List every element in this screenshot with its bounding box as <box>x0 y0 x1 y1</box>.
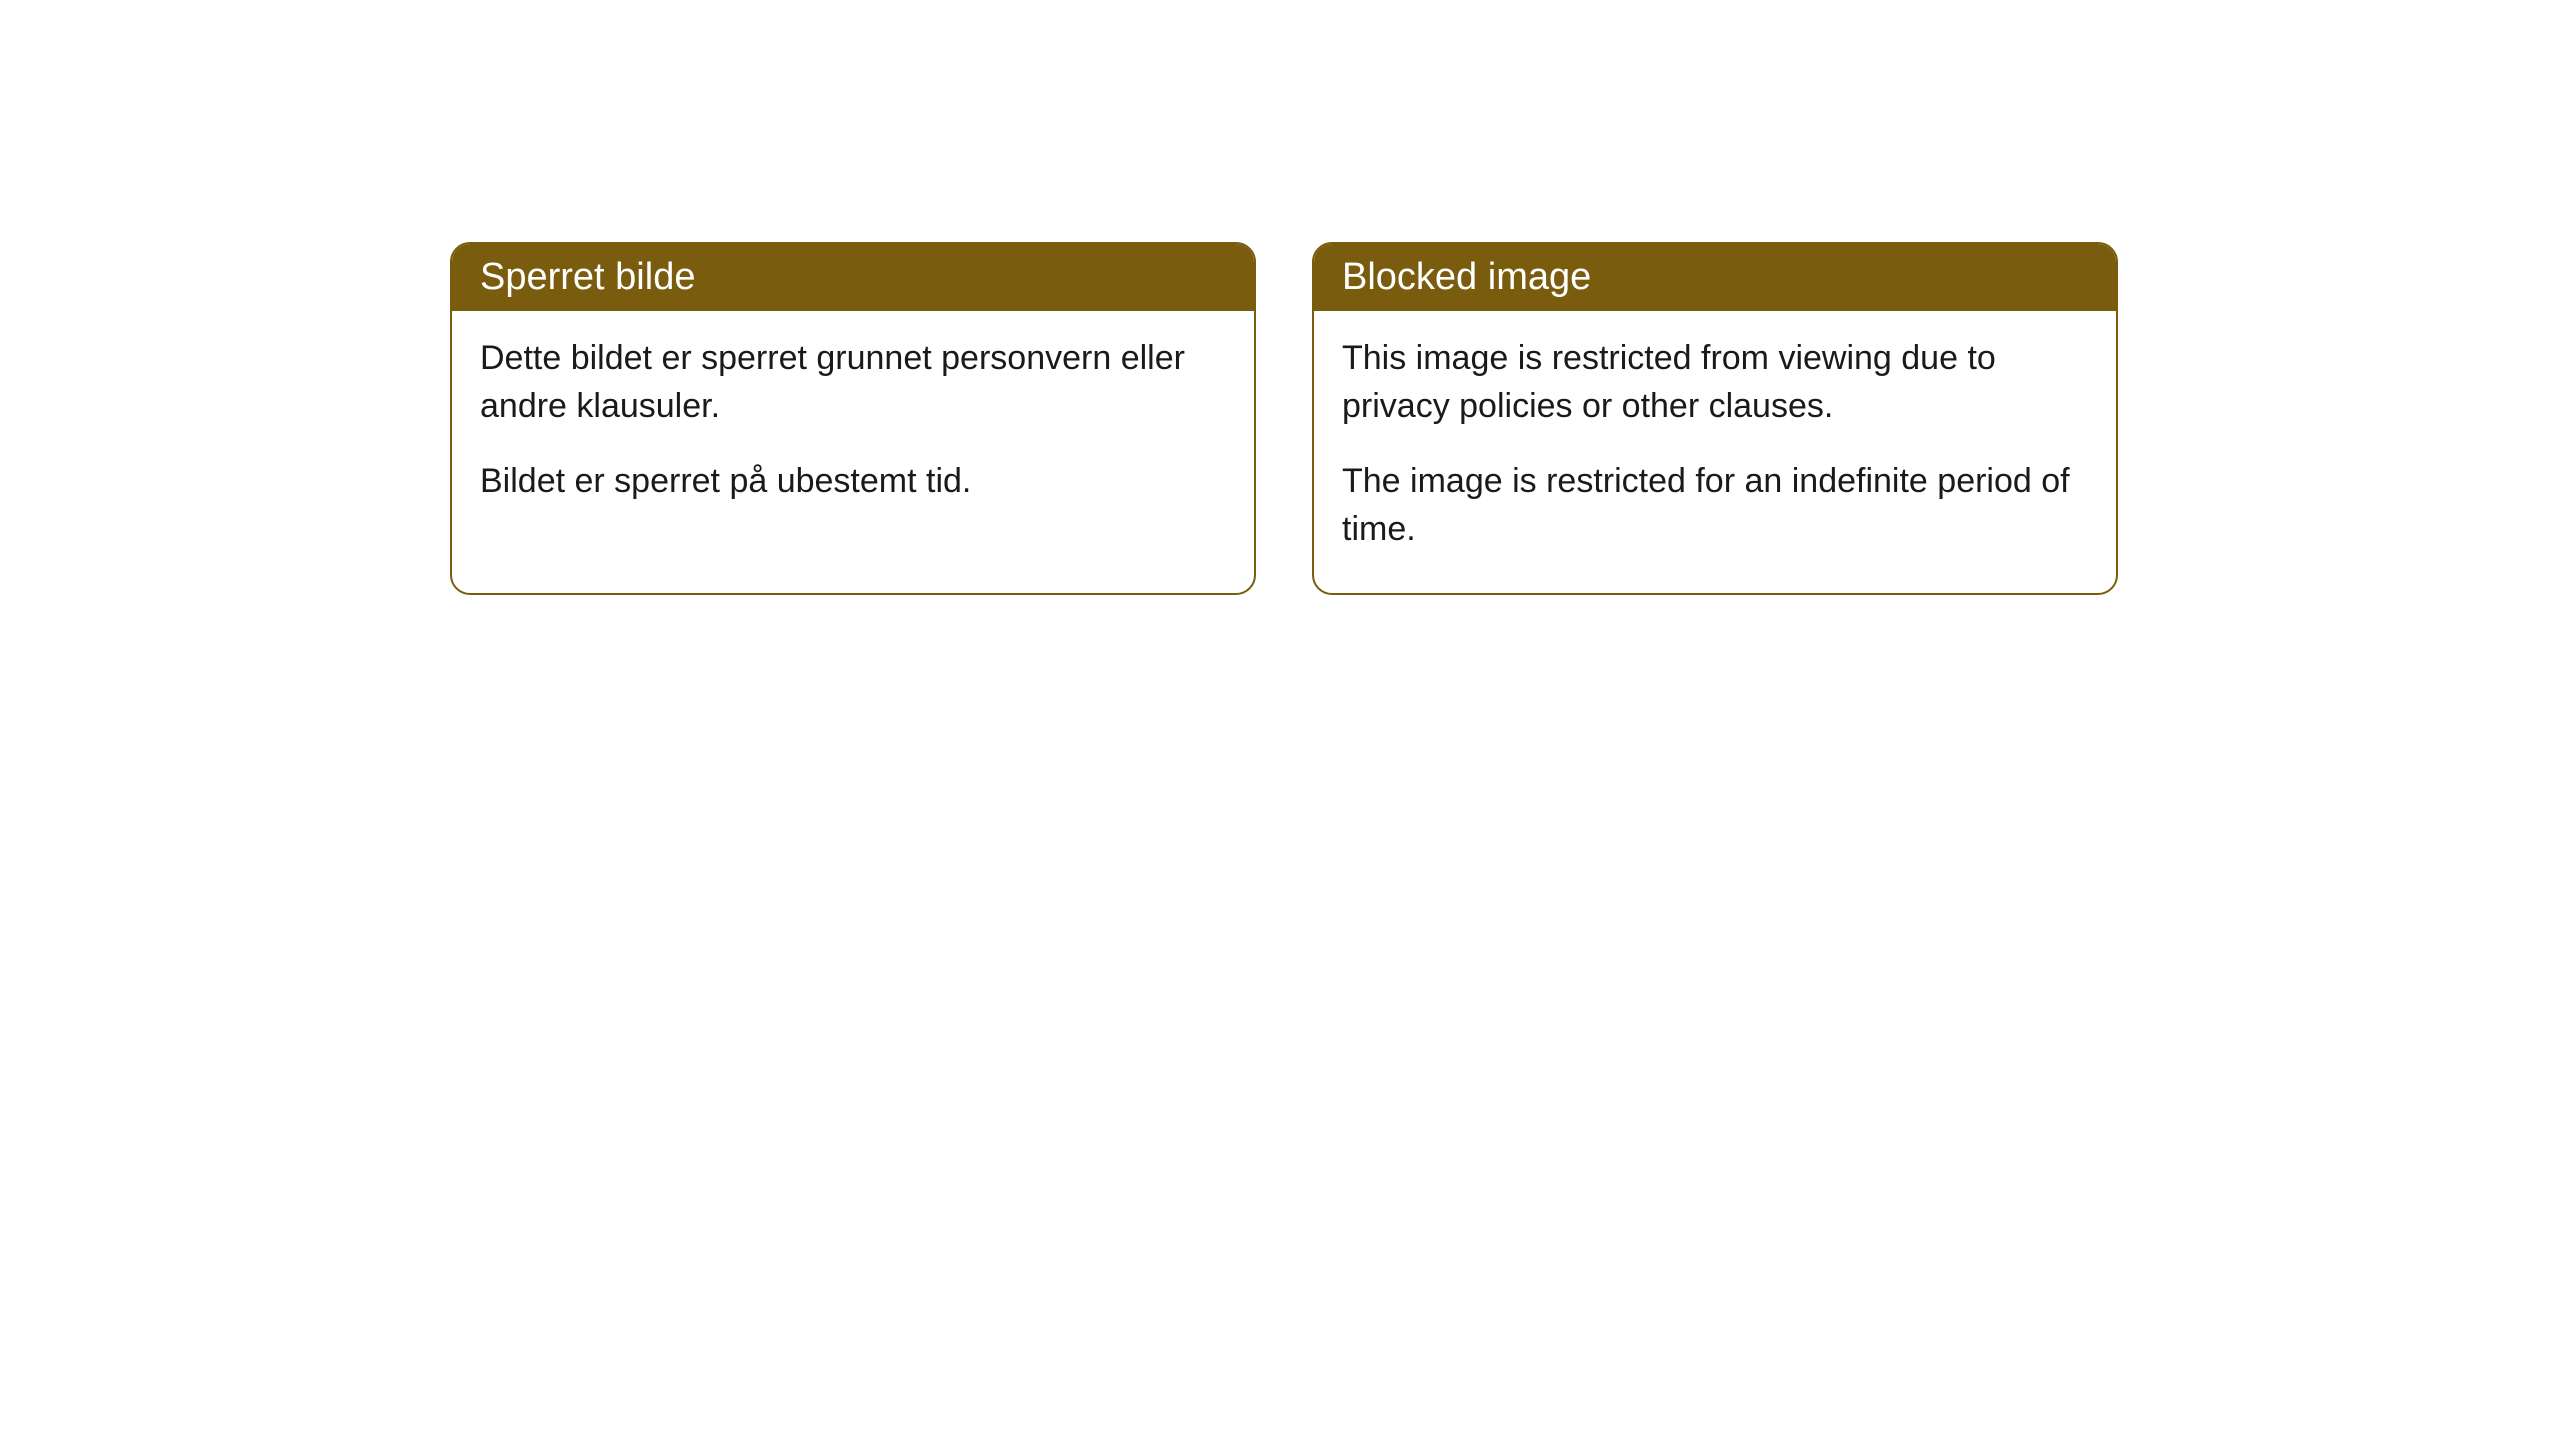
card-title: Blocked image <box>1342 256 1591 298</box>
card-body-english: This image is restricted from viewing du… <box>1314 311 2116 593</box>
card-paragraph: This image is restricted from viewing du… <box>1342 335 2088 430</box>
notice-card-english: Blocked image This image is restricted f… <box>1312 242 2118 595</box>
notice-cards-container: Sperret bilde Dette bildet er sperret gr… <box>450 242 2118 595</box>
card-paragraph: Bildet er sperret på ubestemt tid. <box>480 458 1226 506</box>
card-header-norwegian: Sperret bilde <box>452 244 1254 311</box>
card-body-norwegian: Dette bildet er sperret grunnet personve… <box>452 311 1254 546</box>
notice-card-norwegian: Sperret bilde Dette bildet er sperret gr… <box>450 242 1256 595</box>
card-header-english: Blocked image <box>1314 244 2116 311</box>
card-paragraph: Dette bildet er sperret grunnet personve… <box>480 335 1226 430</box>
card-title: Sperret bilde <box>480 256 695 298</box>
card-paragraph: The image is restricted for an indefinit… <box>1342 458 2088 553</box>
